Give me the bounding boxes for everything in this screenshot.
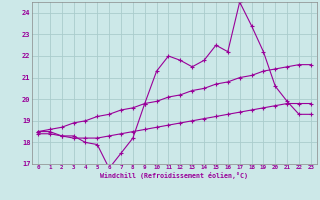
X-axis label: Windchill (Refroidissement éolien,°C): Windchill (Refroidissement éolien,°C) (100, 172, 248, 179)
